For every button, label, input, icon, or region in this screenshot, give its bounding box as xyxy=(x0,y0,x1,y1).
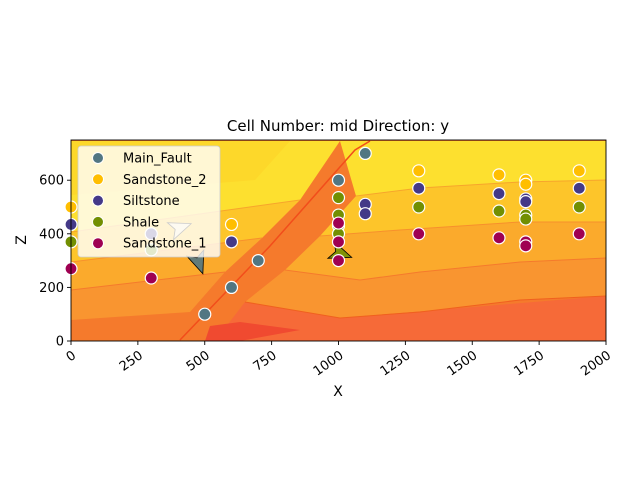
data-point-siltstone xyxy=(572,181,586,195)
data-point-sandstone-1 xyxy=(331,216,346,230)
data-point-sandstone-2 xyxy=(224,217,239,232)
data-point-sandstone-1 xyxy=(519,239,533,253)
x-tick-label: 1750 xyxy=(511,348,547,379)
y-tick-label: 600 xyxy=(39,174,64,189)
data-point-siltstone xyxy=(412,181,426,195)
legend-label: Shale xyxy=(123,215,159,230)
x-tick-label: 1500 xyxy=(445,348,481,379)
x-tick-label: 250 xyxy=(117,348,146,375)
data-point-sandstone-1 xyxy=(144,271,158,285)
legend-marker xyxy=(92,152,104,164)
data-point-sandstone-2 xyxy=(492,168,506,182)
y-tick-label: 200 xyxy=(39,281,64,296)
x-tick-label: 1000 xyxy=(311,348,347,379)
legend-marker xyxy=(92,237,104,250)
x-axis-label: X xyxy=(333,384,343,400)
legend-label: Sandstone_1 xyxy=(123,237,207,252)
data-point-shale xyxy=(492,204,506,218)
data-point-shale xyxy=(519,212,533,226)
data-point-sandstone-2 xyxy=(572,164,586,178)
legend: Main_Fault Sandstone_2 Siltstone Shale Sands… xyxy=(77,145,221,258)
x-axis: 0 250 500 750 1000 1250 1500 1750 2000 xyxy=(64,341,614,379)
data-point-main-fault xyxy=(198,307,212,321)
data-point-sandstone-1 xyxy=(572,227,586,241)
data-point-main-fault xyxy=(224,280,239,294)
x-tick-label: 500 xyxy=(184,348,213,375)
y-axis-label: Z xyxy=(14,235,30,245)
data-point-sandstone-1 xyxy=(412,227,426,241)
data-point-shale xyxy=(331,191,346,205)
data-point-main-fault xyxy=(358,146,372,160)
data-point-siltstone xyxy=(224,235,239,249)
legend-marker xyxy=(92,173,104,186)
legend-marker xyxy=(92,194,104,207)
data-point-sandstone-2 xyxy=(412,164,426,178)
x-tick-label: 2000 xyxy=(578,348,614,379)
data-point-siltstone xyxy=(358,207,372,221)
data-point-sandstone-1 xyxy=(331,235,346,249)
data-point-siltstone xyxy=(519,195,533,209)
legend-marker xyxy=(92,215,104,228)
data-point-shale xyxy=(572,200,586,214)
y-axis: 0 200 400 600 xyxy=(39,174,71,350)
data-point-sandstone-1 xyxy=(331,254,346,268)
legend-box xyxy=(77,145,221,258)
lithology-fill xyxy=(71,140,606,341)
legend-label: Sandstone_2 xyxy=(123,173,207,188)
data-point-siltstone xyxy=(492,187,506,201)
data-point-main-fault xyxy=(331,173,346,187)
legend-label: Siltstone xyxy=(123,194,180,209)
chart-title: Cell Number: mid Direction: y xyxy=(227,117,449,135)
data-point-shale xyxy=(412,200,426,214)
data-point-sandstone-2 xyxy=(519,177,533,191)
x-tick-label: 750 xyxy=(251,348,280,375)
x-tick-label: 0 xyxy=(64,348,79,365)
y-tick-label: 0 xyxy=(56,335,64,350)
data-point-main-fault xyxy=(251,254,265,268)
y-tick-label: 400 xyxy=(39,227,64,242)
legend-label: Main_Fault xyxy=(123,152,192,167)
data-point-sandstone-1 xyxy=(492,231,506,245)
x-tick-label: 1250 xyxy=(378,348,414,379)
